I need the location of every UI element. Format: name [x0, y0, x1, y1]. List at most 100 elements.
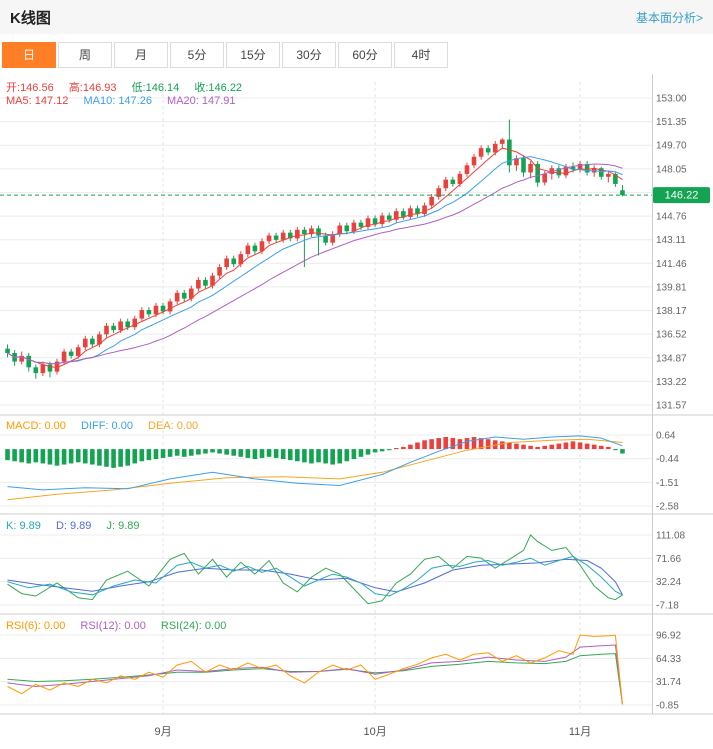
diff-readout: DIFF: 0.00 — [81, 420, 133, 432]
ma20-label: MA20: — [167, 95, 202, 107]
diff-line — [7, 435, 623, 491]
macd-value-readout: MACD: 0.00 — [6, 420, 66, 432]
j-line — [7, 534, 623, 605]
rsi-layer — [7, 634, 623, 705]
rsi24-value: 0.00 — [204, 620, 227, 632]
ma10-line — [7, 156, 623, 365]
high-readout: 高:146.93 — [69, 82, 117, 94]
ma10-readout: MA10: 147.26 — [83, 95, 152, 107]
kline-chart[interactable]: 153.00 151.35 149.70 148.05 144.76 143.11 141.… — [0, 74, 713, 747]
rsi6-value: 0.00 — [43, 620, 66, 632]
month-label: 10月 — [363, 726, 386, 738]
kdj-layer — [7, 534, 623, 605]
d-label: D: — [55, 520, 70, 532]
axis-tick-label: 153.00 — [656, 94, 687, 105]
axis-tick-label: 141.46 — [656, 259, 687, 270]
timeframe-tabs: 日 周 月 5分 15分 30分 60分 4时 — [2, 42, 713, 68]
ma20-value: 147.91 — [201, 95, 236, 107]
topbar: K线图 基本面分析> — [0, 0, 713, 34]
tab-4hour[interactable]: 4时 — [394, 42, 448, 68]
tab-60min[interactable]: 60分 — [338, 42, 392, 68]
axis-tick-label: 0.64 — [656, 431, 676, 442]
axis-tick-label: -0.44 — [656, 454, 679, 465]
macd-layer — [5, 435, 625, 501]
rsi-readout: RSI(6): 0.00 RSI(12): 0.00 RSI(24): 0.00 — [6, 620, 238, 632]
low-label: 低: — [131, 82, 146, 94]
kdj-readout: K: 9.89 D: 9.89 J: 9.89 — [6, 520, 152, 532]
open-readout: 开:146.56 — [6, 82, 54, 94]
dea-readout: DEA: 0.00 — [148, 420, 198, 432]
k-value: 9.89 — [19, 520, 41, 532]
axis-tick-label: 139.81 — [656, 282, 687, 293]
axis-tick-label: 136.52 — [656, 330, 687, 341]
tab-month[interactable]: 月 — [114, 42, 168, 68]
k-label: K: — [6, 520, 20, 532]
axis-tick-label: 111.08 — [656, 531, 686, 542]
candles-layer — [5, 119, 625, 379]
ohlc-readout: 开:146.56 高:146.93 低:146.14 收:146.22 — [6, 79, 254, 95]
tab-week[interactable]: 周 — [58, 42, 112, 68]
plot-layer — [0, 119, 652, 705]
close-readout: 收:146.22 — [194, 82, 242, 94]
tab-30min[interactable]: 30分 — [282, 42, 336, 68]
close-value: 146.22 — [208, 82, 243, 94]
high-value: 146.93 — [82, 82, 117, 94]
tab-15min[interactable]: 15分 — [226, 42, 280, 68]
axis-tick-label: 143.11 — [656, 235, 686, 246]
fundamental-analysis-link[interactable]: 基本面分析> — [635, 10, 703, 25]
axis-tick-label: 151.35 — [656, 117, 687, 128]
grid-layer — [0, 74, 713, 715]
j-value: 9.89 — [118, 520, 140, 532]
axis-tick-label: 131.57 — [656, 401, 687, 412]
open-value: 146.56 — [20, 82, 54, 94]
rsi24-label: RSI(24): — [160, 620, 205, 632]
low-readout: 低:146.14 — [132, 82, 180, 94]
ma5-value: 147.12 — [34, 95, 69, 107]
axis-tick-label: -1.51 — [656, 478, 679, 489]
ma20-readout: MA20: 147.91 — [167, 95, 236, 107]
low-value: 146.14 — [145, 82, 180, 94]
macd-value: 0.00 — [44, 420, 66, 432]
j-readout: J: 9.89 — [106, 520, 139, 532]
macd-label: MACD: — [6, 420, 45, 432]
diff-label: DIFF: — [80, 420, 112, 432]
dea-label: DEA: — [148, 420, 177, 432]
svg-text:146.22: 146.22 — [665, 190, 699, 202]
k-readout: K: 9.89 — [6, 520, 41, 532]
ma10-label: MA10: — [83, 95, 119, 107]
d-line — [7, 558, 623, 596]
ma5-readout: MA5: 147.12 — [6, 95, 68, 107]
rsi12-line — [7, 644, 623, 705]
axis-tick-label: 32.24 — [656, 577, 681, 588]
rsi6-label: RSI(6): — [6, 620, 44, 632]
ma5-line — [7, 147, 623, 369]
diff-value: 0.00 — [111, 420, 133, 432]
axis-tick-label: 31.74 — [656, 677, 681, 688]
axis-tick-label: 71.66 — [656, 554, 681, 565]
j-label: J: — [106, 520, 119, 532]
page-title: K线图 — [10, 9, 51, 27]
ma5-label: MA5: — [6, 95, 35, 107]
ma20-line — [7, 163, 623, 365]
rsi6-line — [7, 634, 623, 705]
axis-tick-label: 144.76 — [656, 212, 687, 223]
ma10-value: 147.26 — [118, 95, 152, 107]
dea-value: 0.00 — [176, 420, 199, 432]
d-value: 9.89 — [70, 520, 92, 532]
rsi12-value: 0.00 — [124, 620, 146, 632]
rsi6-readout: RSI(6): 0.00 — [6, 620, 65, 632]
axis-tick-label: 133.22 — [656, 377, 687, 388]
month-label: 9月 — [154, 726, 171, 738]
axis-tick-label: 64.33 — [656, 654, 681, 665]
axis-tick-label: 134.87 — [656, 353, 687, 364]
tab-5min[interactable]: 5分 — [170, 42, 224, 68]
tab-day[interactable]: 日 — [2, 42, 56, 68]
macd-readout: MACD: 0.00 DIFF: 0.00 DEA: 0.00 — [6, 420, 210, 432]
high-label: 高: — [68, 82, 83, 94]
last-price-badge: 146.22 — [653, 187, 710, 204]
k-line — [7, 555, 623, 597]
axis-tick-label: 96.92 — [656, 631, 681, 642]
axis-tick-label: 138.17 — [656, 306, 687, 317]
axis-tick-label: -2.58 — [656, 502, 679, 513]
